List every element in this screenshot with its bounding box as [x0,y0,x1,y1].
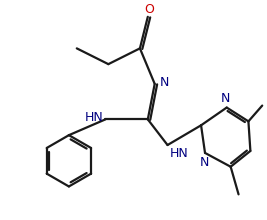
Text: N: N [199,156,209,169]
Text: N: N [160,76,169,89]
Text: HN: HN [85,111,103,124]
Text: O: O [144,3,154,16]
Text: N: N [221,92,230,104]
Text: HN: HN [170,147,188,160]
